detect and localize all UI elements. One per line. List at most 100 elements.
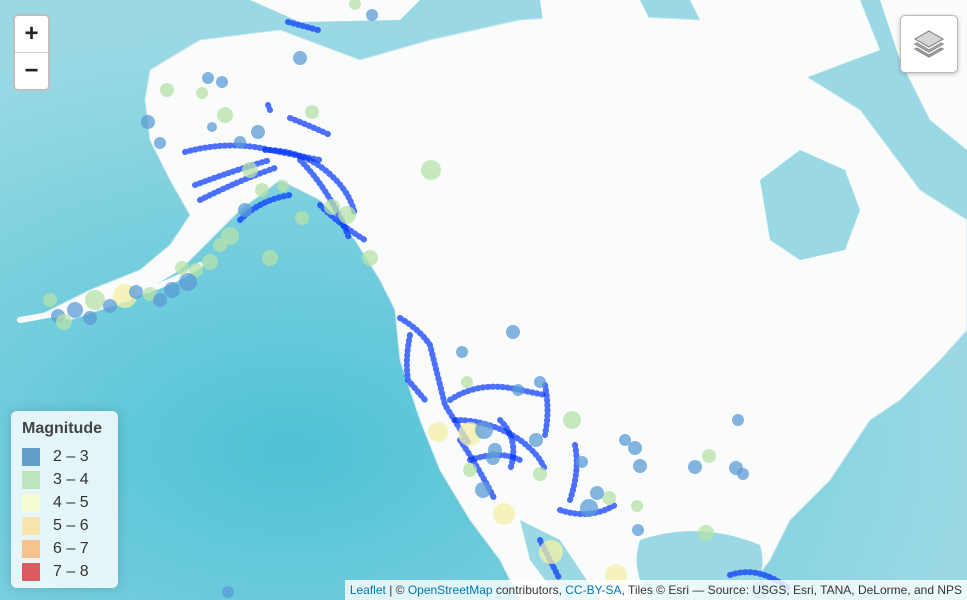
earthquake-marker[interactable]	[461, 376, 473, 388]
earthquake-marker[interactable]	[486, 451, 500, 465]
seismic-track	[262, 147, 358, 218]
seismic-track	[457, 437, 498, 503]
layers-icon	[913, 30, 945, 58]
license-link[interactable]: CC-BY-SA	[565, 583, 622, 597]
earthquake-marker[interactable]	[628, 441, 642, 455]
legend-label: 5 – 6	[53, 516, 89, 534]
earthquake-marker[interactable]	[154, 137, 166, 149]
earthquake-marker[interactable]	[602, 491, 616, 505]
earthquake-marker[interactable]	[475, 421, 493, 439]
seismic-track	[192, 157, 273, 188]
earthquake-marker[interactable]	[216, 76, 228, 88]
earthquake-marker[interactable]	[428, 422, 448, 442]
legend-label: 3 – 4	[53, 470, 89, 488]
earthquake-marker[interactable]	[349, 0, 361, 10]
seismic-track	[452, 417, 548, 473]
layers-button[interactable]	[900, 15, 958, 73]
earthquake-marker[interactable]	[202, 254, 218, 270]
zoom-control: + −	[13, 14, 50, 91]
legend-item: 2 – 3	[22, 445, 107, 468]
legend-item: 4 – 5	[22, 491, 107, 514]
earthquake-marker[interactable]	[238, 203, 252, 217]
earthquake-marker[interactable]	[83, 311, 97, 325]
legend-item: 5 – 6	[22, 514, 107, 537]
earthquake-marker[interactable]	[67, 302, 83, 318]
seismic-track	[497, 417, 517, 473]
earthquake-marker[interactable]	[221, 227, 239, 245]
attribution-tiles: , Tiles © Esri — Source: USGS, Esri, TAN…	[621, 583, 963, 597]
earthquake-marker[interactable]	[421, 160, 441, 180]
earthquake-marker[interactable]	[512, 384, 524, 396]
earthquake-marker[interactable]	[576, 456, 588, 468]
earthquake-marker[interactable]	[305, 105, 319, 119]
earthquake-marker[interactable]	[632, 524, 644, 536]
earthquake-marker[interactable]	[590, 486, 604, 500]
earthquake-marker[interactable]	[196, 87, 208, 99]
earthquake-marker[interactable]	[533, 467, 547, 481]
earthquake-marker[interactable]	[338, 206, 356, 224]
earthquake-marker[interactable]	[234, 136, 246, 148]
arctic-island	[690, 0, 880, 80]
earthquake-marker[interactable]	[213, 238, 227, 252]
attribution-contributors: contributors,	[492, 583, 566, 597]
earthquake-marker[interactable]	[277, 180, 289, 192]
earthquake-marker[interactable]	[456, 346, 468, 358]
earthquake-marker[interactable]	[202, 72, 214, 84]
earthquake-marker[interactable]	[475, 482, 491, 498]
earthquake-marker[interactable]	[262, 250, 278, 266]
earthquake-marker[interactable]	[207, 122, 217, 132]
earthquake-marker[interactable]	[324, 199, 340, 215]
earthquake-marker[interactable]	[631, 500, 643, 512]
earthquake-marker[interactable]	[698, 525, 714, 541]
legend-label: 2 – 3	[53, 447, 89, 465]
leaflet-link[interactable]: Leaflet	[349, 583, 386, 597]
hudson-bay	[760, 150, 860, 260]
earthquake-marker[interactable]	[506, 325, 520, 339]
legend-item: 6 – 7	[22, 537, 107, 560]
earthquake-marker[interactable]	[463, 463, 477, 477]
earthquake-marker[interactable]	[175, 261, 189, 275]
legend-swatch	[22, 539, 40, 558]
earthquake-marker[interactable]	[85, 290, 105, 310]
earthquake-marker[interactable]	[242, 162, 258, 178]
zoom-in-button[interactable]: +	[15, 16, 48, 53]
earthquake-marker[interactable]	[688, 460, 702, 474]
earthquake-marker[interactable]	[539, 540, 563, 564]
earthquake-marker[interactable]	[493, 503, 515, 525]
earthquake-marker[interactable]	[732, 414, 744, 426]
earthquake-marker[interactable]	[160, 83, 174, 97]
legend-swatch	[22, 470, 40, 489]
earthquake-marker[interactable]	[43, 293, 57, 307]
seismic-track	[397, 315, 473, 448]
earthquake-marker[interactable]	[56, 314, 72, 330]
earthquake-marker[interactable]	[255, 183, 269, 197]
earthquake-marker[interactable]	[702, 449, 716, 463]
earthquake-marker[interactable]	[737, 468, 749, 480]
earthquake-marker[interactable]	[619, 434, 631, 446]
earthquake-marker[interactable]	[529, 433, 543, 447]
attribution: Leaflet | © OpenStreetMap contributors, …	[344, 580, 967, 600]
earthquake-marker[interactable]	[189, 263, 203, 277]
earthquake-marker[interactable]	[534, 376, 546, 388]
earthquake-marker[interactable]	[141, 115, 155, 129]
earthquake-marker[interactable]	[179, 273, 197, 291]
earthquake-marker[interactable]	[293, 51, 307, 65]
earthquake-marker[interactable]	[103, 299, 117, 313]
earthquake-marker[interactable]	[164, 282, 180, 298]
earthquake-marker[interactable]	[563, 411, 581, 429]
zoom-out-button[interactable]: −	[24, 57, 39, 84]
seismic-track	[567, 442, 580, 503]
earthquake-marker[interactable]	[251, 125, 265, 139]
earthquake-marker[interactable]	[217, 107, 233, 123]
earthquake-marker[interactable]	[580, 499, 598, 517]
legend-swatch	[22, 562, 40, 581]
earthquake-marker[interactable]	[362, 250, 378, 266]
earthquake-marker[interactable]	[633, 459, 647, 473]
earthquake-marker[interactable]	[153, 293, 167, 307]
earthquake-marker[interactable]	[366, 9, 378, 21]
earthquake-marker[interactable]	[129, 285, 143, 299]
earthquake-marker[interactable]	[222, 586, 234, 598]
earthquake-marker[interactable]	[295, 211, 309, 225]
osm-link[interactable]: OpenStreetMap	[407, 583, 493, 597]
